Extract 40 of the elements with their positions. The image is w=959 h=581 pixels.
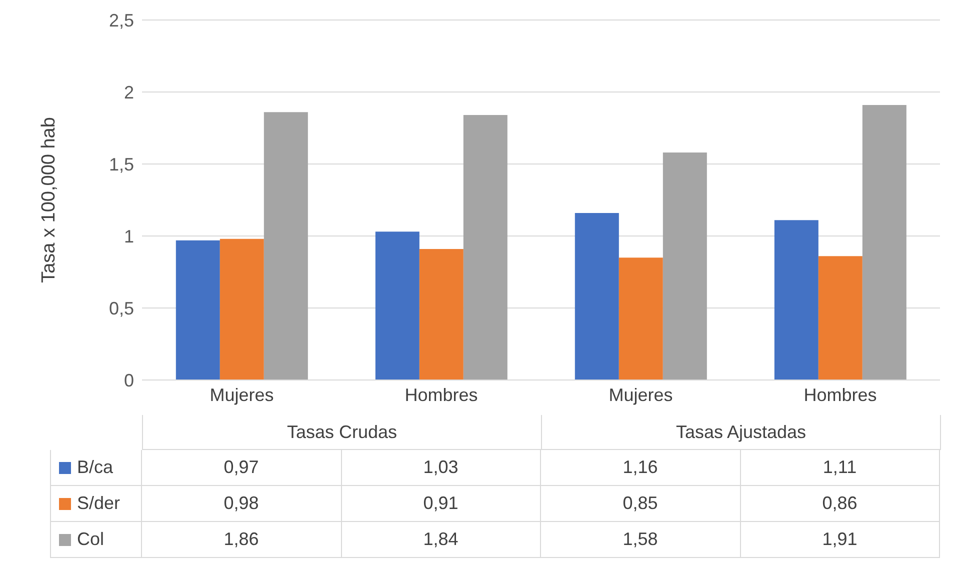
bar [774, 220, 818, 380]
data-label: 1,58 [541, 522, 740, 558]
bar [618, 258, 663, 380]
legend-label: Col [50, 522, 142, 558]
data-label: 1,86 [142, 522, 342, 558]
data-label: 1,11 [740, 450, 940, 486]
bar [220, 238, 264, 380]
x-tick-label: Hombres [404, 384, 478, 405]
data-label: 1,03 [342, 450, 541, 486]
y-tick-label: 0,5 [108, 298, 134, 318]
bar [419, 248, 464, 380]
bar [375, 232, 420, 380]
text: Tasas Crudas [143, 415, 542, 450]
data-label: 0,98 [142, 486, 342, 522]
bar [176, 240, 220, 380]
bar [264, 112, 308, 380]
y-tick-label: 1 [124, 226, 134, 246]
x-tick-label: Mujeres [608, 384, 673, 405]
data-label: 1,16 [541, 450, 740, 486]
data-label: 0,97 [142, 450, 342, 486]
data-label: 1,84 [342, 522, 541, 558]
bar [862, 104, 906, 380]
y-tick-label: 2 [124, 82, 134, 102]
legend-label: B/ca [50, 450, 142, 486]
y-tick-label: 1,5 [108, 154, 134, 174]
data-label: 1,91 [740, 522, 940, 558]
bar [463, 115, 508, 380]
x-tick-label: Mujeres [210, 384, 274, 405]
data-label: 0,91 [342, 486, 541, 522]
y-tick-label: 2,5 [108, 10, 134, 30]
data-label: 0,85 [541, 486, 740, 522]
bar [574, 212, 619, 380]
data-label: 0,86 [740, 486, 940, 522]
bar [818, 256, 862, 380]
x-tick-label: Hombres [804, 384, 877, 405]
y-axis-title: Tasa x 100,000 hab [38, 117, 60, 283]
y-tick-label: 0 [124, 370, 134, 390]
legend-label: S/der [50, 486, 142, 522]
text: Tasas Ajustadas [542, 415, 941, 450]
bar [662, 152, 707, 380]
